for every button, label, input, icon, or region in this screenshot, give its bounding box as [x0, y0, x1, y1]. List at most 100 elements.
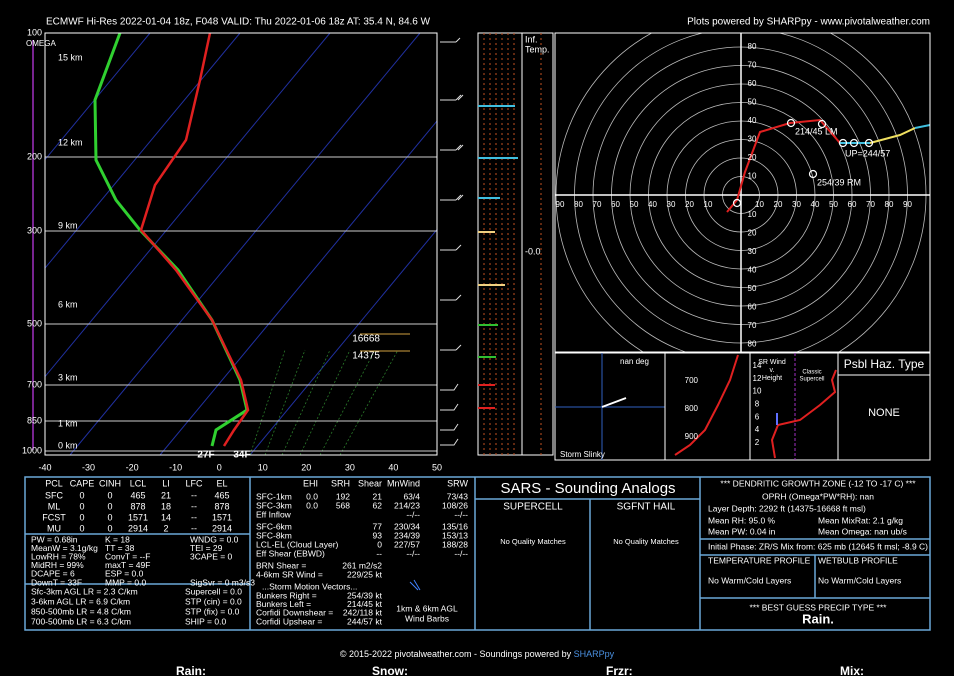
motion-label: Corfidi Downshear =	[256, 608, 333, 618]
severe-index: Supercell = 0.0	[185, 586, 242, 596]
hodo-x-label: 90	[556, 200, 565, 209]
dgz-level: 14375	[352, 351, 380, 362]
hodo-y-label: 10	[748, 172, 757, 181]
kin-cell: --/--	[454, 509, 468, 519]
kin-row-label: Eff Inflow	[256, 509, 292, 519]
pressure-label: 700	[27, 379, 42, 389]
hazard-frame	[837, 352, 931, 461]
thermo-cell: 0	[79, 490, 84, 500]
kin-cell: --/--	[406, 548, 420, 558]
thermo-index: MeanW = 3.1g/kg	[31, 543, 98, 553]
height-label: 15 km	[58, 52, 83, 62]
kin-cell: 0.0	[306, 491, 318, 501]
omega-label: OMEGA	[26, 39, 56, 48]
hodo-x-label: 20	[685, 200, 694, 209]
thermo-cell: 14	[161, 512, 171, 522]
motion-value: 254/39 kt	[347, 590, 383, 600]
sr-wind-height: 10	[753, 387, 762, 396]
supercell-label: Supercell	[799, 377, 824, 383]
barb-legend: Wind Barbs	[405, 613, 449, 623]
kin-header: SRW	[447, 478, 468, 488]
hodo-y-label: 40	[748, 116, 757, 125]
thermo-index: TT = 38	[105, 543, 135, 553]
skewt	[32, 32, 464, 456]
kin-cell: 73/43	[447, 491, 469, 501]
temp-label: 10	[258, 462, 268, 472]
dgz-level: 16668	[352, 334, 380, 345]
surface-temp: 34F	[233, 450, 250, 461]
thermo-index: DownT = 33F	[31, 577, 82, 587]
temp-label: 40	[388, 462, 398, 472]
thermo-cell: --	[191, 512, 197, 522]
kin-cell: --	[376, 548, 382, 558]
slinky-direction: nan deg	[620, 357, 649, 366]
lapse-rate: 700-500mb LR = 6.3 C/km	[31, 616, 131, 626]
omega-panel-label: 700	[685, 376, 699, 385]
hodo-x-label: 30	[667, 200, 676, 209]
hodo-y-label: 50	[748, 284, 757, 293]
wetbulb-profile: WETBULB PROFILE	[818, 555, 898, 565]
motion-value: 244/57 kt	[347, 616, 383, 626]
thermo-header: CINH	[99, 478, 121, 488]
thermo-index: PW = 0.68in	[31, 534, 78, 544]
thermo-cell: 0	[107, 512, 112, 522]
surface-dewpoint: 27F	[197, 450, 214, 461]
legend-strip: Rain:	[176, 664, 206, 676]
temp-label: 30	[345, 462, 355, 472]
omega-panel-label: 800	[685, 404, 699, 413]
thermo-cell: 2	[163, 523, 168, 533]
footer-link[interactable]: SHARPpy	[574, 649, 615, 659]
inferred-frame	[477, 32, 554, 456]
hodo-y-label: 10	[748, 210, 757, 219]
kin-cell: --/--	[406, 509, 420, 519]
dgz-mean-omega: Mean Omega: nan ub/s	[818, 526, 907, 536]
hodo-y-label: 30	[748, 135, 757, 144]
hodo-up: UP=244/57	[845, 148, 890, 158]
motion-value: 214/45 kt	[347, 599, 383, 609]
sr-wind-height: 8	[755, 400, 760, 409]
thermo-cell: 878	[214, 501, 229, 511]
skewt-frame	[44, 32, 438, 456]
lower-panels	[554, 352, 931, 461]
sr-wind-height: 4	[755, 425, 760, 434]
kin-row-label: SFC-6km	[256, 521, 292, 531]
mixing-ratio-lines	[249, 349, 399, 455]
thermo-index: MidRH = 99%	[31, 560, 84, 570]
height-label: 0 km	[58, 440, 78, 450]
sars-hail: SGFNT HAIL	[617, 502, 676, 513]
temp-label: 50	[432, 462, 442, 472]
legend-strip: Mix:	[840, 664, 864, 676]
barb-legend-icon	[409, 579, 421, 591]
kin-cell: 0	[377, 539, 382, 549]
temp-layers: No Warm/Cold Layers	[708, 575, 791, 585]
thermo-index: 3CAPE = 0	[190, 551, 233, 561]
thermo-header: LFC	[185, 478, 203, 488]
thermo-header: LI	[162, 478, 170, 488]
kin-extra-value: 229/25 kt	[347, 569, 383, 579]
thermo-index: DCAPE = 6	[31, 569, 75, 579]
hazard-title: Psbl Haz. Type	[844, 357, 925, 371]
thermo-cell: --	[191, 523, 197, 533]
kin-cell: 188/28	[442, 539, 468, 549]
inferred-label: Inf.	[525, 34, 538, 44]
hodo-x-label: 40	[648, 200, 657, 209]
sr-wind-height: 14	[753, 361, 762, 370]
pressure-label: 1000	[22, 445, 42, 455]
height-label: 6 km	[58, 299, 78, 309]
kin-row-label: Eff Shear (EBWD)	[256, 548, 325, 558]
hodo-y-label: 70	[748, 61, 757, 70]
motion-title: ...Storm Motion Vectors...	[262, 581, 357, 591]
motion-value: 242/118 kt	[343, 608, 383, 618]
dgz-mean-pw: Mean PW: 0.04 in	[708, 526, 776, 536]
hodo-lm: 214/45 LM	[795, 126, 838, 136]
kin-cell: 230/34	[394, 521, 420, 531]
kin-cell: 227/57	[394, 539, 420, 549]
hodo-y-label: 70	[748, 321, 757, 330]
height-label: 3 km	[58, 372, 78, 382]
dgz-mean-rh: Mean RH: 95.0 %	[708, 515, 776, 525]
thermo-cell: --	[191, 501, 197, 511]
thermo-cell: 465	[214, 490, 229, 500]
hodo-x-label: 80	[885, 200, 894, 209]
